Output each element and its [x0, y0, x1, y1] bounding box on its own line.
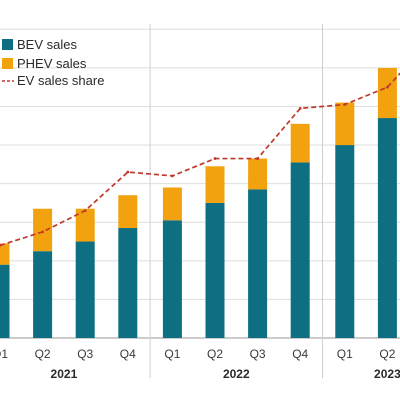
ev-share-point: [343, 103, 347, 106]
bev-bar: [335, 145, 355, 338]
quarter-label: Q4: [292, 347, 308, 361]
ev-share-point: [126, 170, 130, 174]
phev-bar: [290, 123, 310, 163]
year-label: 2023: [374, 367, 400, 381]
year-label: 2021: [51, 367, 78, 381]
bev-bar: [205, 202, 225, 338]
bev-bar: [33, 251, 53, 338]
bev-bar: [248, 189, 268, 338]
ev-share-point: [213, 157, 217, 160]
legend: BEV sales PHEV sales EV sales share: [2, 37, 104, 88]
legend-label-bev: BEV sales: [17, 37, 77, 52]
quarter-label: Q1: [337, 347, 353, 361]
quarter-label: Q1: [164, 347, 180, 361]
phev-bar: [162, 187, 182, 221]
quarter-label: Q2: [207, 347, 223, 361]
ev-share-point: [171, 174, 174, 178]
legend-label-share: EV sales share: [17, 73, 104, 88]
ev-share-point: [83, 209, 87, 213]
quarter-label: Q2: [379, 347, 395, 361]
quarter-label: Q1: [0, 347, 8, 361]
bev-bar: [290, 162, 310, 338]
phev-bar: [118, 195, 138, 229]
legend-swatch-bev: [2, 39, 13, 50]
gridlines: [0, 28, 400, 339]
quarter-label: Q2: [35, 347, 51, 361]
phev-bar: [377, 67, 397, 119]
stacked-bars: [0, 67, 397, 338]
phev-bar: [33, 208, 53, 252]
phev-bar: [205, 166, 225, 203]
ev-share-point: [386, 85, 389, 89]
legend-label-phev: PHEV sales: [17, 56, 87, 71]
quarter-label: Q3: [250, 347, 266, 361]
bev-bar: [0, 264, 10, 338]
phev-bar: [335, 102, 355, 146]
legend-swatch-phev: [2, 58, 13, 69]
phev-bar: [248, 158, 268, 190]
share-line-layer: [0, 72, 400, 247]
bev-bar: [118, 228, 138, 338]
year-label: 2022: [223, 367, 250, 381]
phev-bar: [75, 208, 95, 242]
year-separators: [149, 24, 323, 378]
bev-bar: [75, 241, 95, 338]
ev-share-point: [256, 157, 259, 160]
x-axis-labels: Q1Q2Q3Q4Q1Q2Q3Q4Q1Q2Q3202120222023: [0, 347, 400, 381]
phev-bar: [0, 243, 10, 265]
ev-share-point: [0, 243, 2, 247]
quarter-label: Q3: [77, 347, 93, 361]
quarter-label: Q4: [120, 347, 136, 361]
ev-share-point: [298, 107, 302, 110]
bev-bar: [162, 220, 182, 338]
bev-bar: [377, 118, 397, 338]
ev-share-point: [41, 230, 44, 234]
